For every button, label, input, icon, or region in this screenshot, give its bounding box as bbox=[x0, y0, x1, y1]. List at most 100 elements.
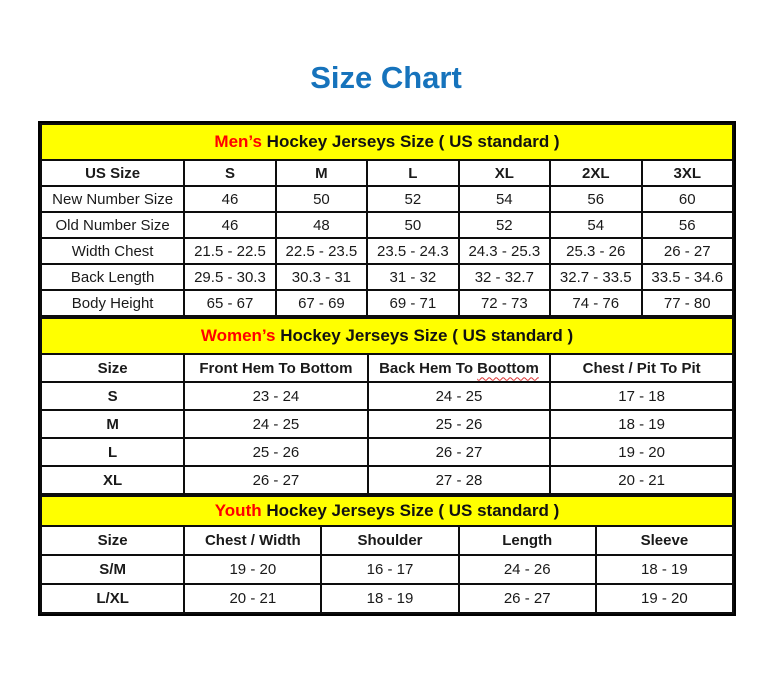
row-label: L/XL bbox=[39, 583, 186, 614]
table-cell: 48 bbox=[274, 211, 369, 239]
womens-section-band: Women’s Hockey Jerseys Size ( US standar… bbox=[40, 317, 734, 355]
table-cell: 31 - 32 bbox=[366, 263, 460, 291]
column-header: XL bbox=[457, 159, 552, 187]
table-cell: 24 - 25 bbox=[366, 381, 552, 411]
section-title-highlight: Men’s bbox=[214, 132, 262, 151]
column-header: Shoulder bbox=[320, 525, 460, 556]
table-cell: 18 - 19 bbox=[320, 583, 460, 614]
table-cell: 26 - 27 bbox=[640, 237, 734, 265]
title-area: Size Chart bbox=[38, 60, 734, 96]
row-label: S bbox=[39, 381, 186, 411]
column-header: Chest / Pit To Pit bbox=[549, 353, 734, 383]
table-row: XL 26 - 27 27 - 28 20 - 21 bbox=[39, 465, 734, 495]
table-cell: 46 bbox=[183, 211, 277, 239]
table-cell: 67 - 69 bbox=[274, 289, 369, 317]
column-header: L bbox=[366, 159, 460, 187]
table-cell: 30.3 - 31 bbox=[274, 263, 369, 291]
table-cell: 20 - 21 bbox=[549, 465, 734, 495]
table-cell: 26 - 27 bbox=[183, 465, 369, 495]
mens-section-band: Men’s Hockey Jerseys Size ( US standard … bbox=[40, 123, 734, 161]
mens-size-table: Men’s Hockey Jerseys Size ( US standard … bbox=[39, 123, 734, 317]
table-cell: 26 - 27 bbox=[457, 583, 597, 614]
table-cell: 56 bbox=[640, 211, 734, 239]
youth-section-band: Youth Hockey Jerseys Size ( US standard … bbox=[40, 495, 734, 527]
row-label: Old Number Size bbox=[39, 211, 186, 239]
table-cell: 25 - 26 bbox=[183, 437, 369, 467]
column-header: M bbox=[274, 159, 369, 187]
table-cell: 25.3 - 26 bbox=[549, 237, 643, 265]
mens-section-title: Men’s Hockey Jerseys Size ( US standard … bbox=[40, 123, 734, 161]
size-tables: Men’s Hockey Jerseys Size ( US standard … bbox=[38, 121, 736, 616]
row-label: L bbox=[39, 437, 186, 467]
table-cell: 21.5 - 22.5 bbox=[183, 237, 277, 265]
table-cell: 23 - 24 bbox=[183, 381, 369, 411]
row-label: S/M bbox=[39, 554, 186, 585]
table-cell: 50 bbox=[366, 211, 460, 239]
row-label: New Number Size bbox=[39, 185, 186, 213]
row-label: Body Height bbox=[39, 289, 186, 317]
table-cell: 33.5 - 34.6 bbox=[640, 263, 734, 291]
row-label: Back Length bbox=[39, 263, 186, 291]
section-title-rest: Hockey Jerseys Size ( US standard ) bbox=[275, 326, 574, 345]
table-cell: 52 bbox=[366, 185, 460, 213]
table-cell: 74 - 76 bbox=[549, 289, 643, 317]
mens-column-header-row: US Size S M L XL 2XL 3XL bbox=[39, 159, 734, 187]
table-cell: 60 bbox=[640, 185, 734, 213]
table-cell: 27 - 28 bbox=[366, 465, 552, 495]
row-label: Width Chest bbox=[39, 237, 186, 265]
table-cell: 19 - 20 bbox=[183, 554, 323, 585]
table-cell: 54 bbox=[457, 185, 552, 213]
table-cell: 72 - 73 bbox=[457, 289, 552, 317]
table-cell: 20 - 21 bbox=[183, 583, 323, 614]
table-cell: 16 - 17 bbox=[320, 554, 460, 585]
table-cell: 32 - 32.7 bbox=[457, 263, 552, 291]
row-label: XL bbox=[39, 465, 186, 495]
table-cell: 50 bbox=[274, 185, 369, 213]
column-header: Size bbox=[39, 353, 186, 383]
column-header: 3XL bbox=[640, 159, 734, 187]
table-cell: 69 - 71 bbox=[366, 289, 460, 317]
table-cell: 22.5 - 23.5 bbox=[274, 237, 369, 265]
table-row: L 25 - 26 26 - 27 19 - 20 bbox=[39, 437, 734, 467]
table-cell: 25 - 26 bbox=[366, 409, 552, 439]
column-header: Length bbox=[457, 525, 597, 556]
table-row: Old Number Size 46 48 50 52 54 56 bbox=[39, 211, 734, 239]
youth-column-header-row: Size Chest / Width Shoulder Length Sleeve bbox=[39, 525, 735, 556]
table-row: L/XL 20 - 21 18 - 19 26 - 27 19 - 20 bbox=[39, 583, 735, 614]
table-row: New Number Size 46 50 52 54 56 60 bbox=[39, 185, 734, 213]
column-header: Front Hem To Bottom bbox=[183, 353, 369, 383]
row-label: M bbox=[39, 409, 186, 439]
column-header: Size bbox=[39, 525, 186, 556]
table-cell: 19 - 20 bbox=[549, 437, 734, 467]
table-cell: 23.5 - 24.3 bbox=[366, 237, 460, 265]
table-cell: 77 - 80 bbox=[640, 289, 734, 317]
table-row: S/M 19 - 20 16 - 17 24 - 26 18 - 19 bbox=[39, 554, 735, 585]
womens-section-title: Women’s Hockey Jerseys Size ( US standar… bbox=[40, 317, 734, 355]
table-cell: 46 bbox=[183, 185, 277, 213]
section-title-rest: Hockey Jerseys Size ( US standard ) bbox=[261, 501, 560, 520]
column-header: Sleeve bbox=[594, 525, 735, 556]
column-header: Chest / Width bbox=[183, 525, 323, 556]
section-title-highlight: Women’s bbox=[200, 326, 276, 345]
column-header: US Size bbox=[39, 159, 186, 187]
table-cell: 29.5 - 30.3 bbox=[183, 263, 277, 291]
table-cell: 65 - 67 bbox=[183, 289, 277, 317]
table-row: Back Length 29.5 - 30.3 30.3 - 31 31 - 32 32… bbox=[39, 263, 734, 291]
misspelled-word: Boottom bbox=[477, 359, 539, 377]
table-cell: 17 - 18 bbox=[549, 381, 734, 411]
womens-column-header-row: Size Front Hem To Bottom Back Hem To Boott… bbox=[39, 353, 734, 383]
table-row: Width Chest 21.5 - 22.5 22.5 - 23.5 23.5 - … bbox=[39, 237, 734, 265]
table-cell: 18 - 19 bbox=[594, 554, 735, 585]
table-cell: 54 bbox=[549, 211, 643, 239]
table-cell: 24 - 25 bbox=[183, 409, 369, 439]
table-row: S 23 - 24 24 - 25 17 - 18 bbox=[39, 381, 734, 411]
page-title: Size Chart bbox=[310, 60, 462, 95]
table-cell: 32.7 - 33.5 bbox=[549, 263, 643, 291]
section-title-highlight: Youth bbox=[214, 501, 262, 520]
table-cell: 19 - 20 bbox=[594, 583, 735, 614]
column-header: 2XL bbox=[549, 159, 643, 187]
section-title-rest: Hockey Jerseys Size ( US standard ) bbox=[261, 132, 560, 151]
youth-size-table: Youth Hockey Jerseys Size ( US standard … bbox=[39, 495, 735, 614]
table-row: Body Height 65 - 67 67 - 69 69 - 71 72 - 73 7… bbox=[39, 289, 734, 317]
